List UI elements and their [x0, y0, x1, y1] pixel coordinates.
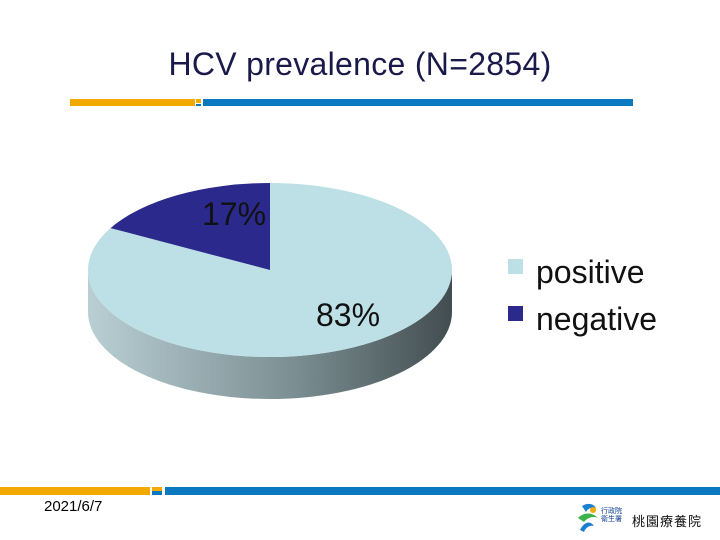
- slide-title: HCV prevalence (N=2854): [168, 46, 552, 82]
- top-divider: [70, 99, 633, 106]
- pie-side-wall: [88, 270, 452, 399]
- legend-label-negative: negative: [536, 301, 657, 337]
- legend-swatch-negative: [508, 306, 523, 321]
- legend-label-positive: positive: [536, 254, 645, 290]
- data-label-negative: 17%: [202, 196, 266, 232]
- bottom-divider: [0, 487, 720, 495]
- data-label-positive: 83%: [316, 297, 380, 333]
- pie-slice-negative: [110, 183, 271, 270]
- footer-date: 2021/6/7: [44, 498, 103, 515]
- hospital-logo: [578, 503, 598, 532]
- logo-subtitle: 行政院 衛生署: [601, 508, 622, 523]
- legend-swatch-positive: [508, 259, 523, 274]
- logo-name: 桃園療養院: [632, 514, 703, 529]
